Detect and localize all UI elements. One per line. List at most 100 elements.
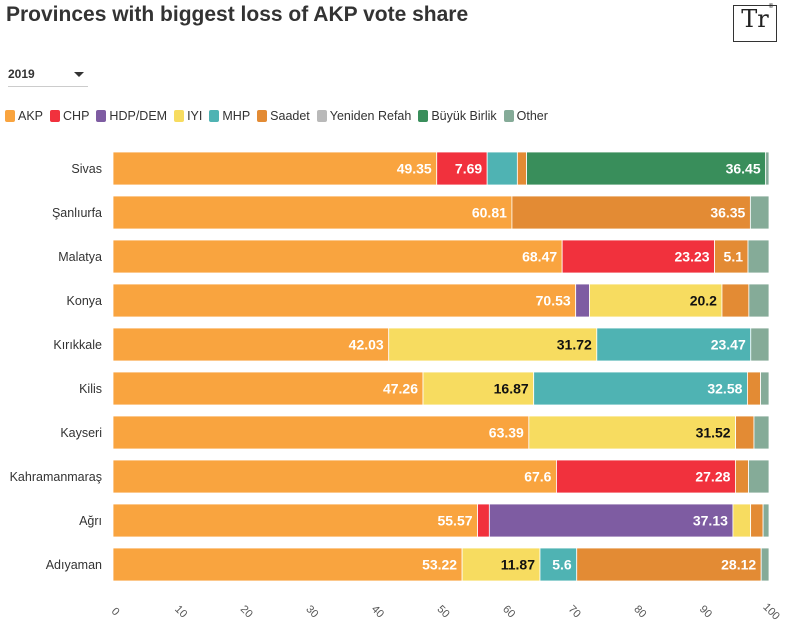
bar-iyi[interactable]	[461, 547, 541, 582]
legend-label: MHP	[222, 109, 251, 123]
bar-b-y-k-birlik[interactable]	[526, 151, 767, 186]
bar-chp[interactable]	[436, 151, 488, 186]
legend-item-saadet[interactable]: Saadet	[257, 109, 310, 123]
data-label: 68.47	[522, 249, 557, 265]
legend-swatch	[257, 110, 268, 122]
data-label: 67.6	[524, 469, 551, 485]
bar-saadet[interactable]	[714, 239, 749, 274]
bar-akp[interactable]	[112, 239, 563, 274]
legend-swatch	[174, 110, 185, 122]
bar-mhp[interactable]	[533, 371, 748, 406]
bar-iyi[interactable]	[388, 327, 598, 362]
bar-chp[interactable]	[477, 503, 490, 538]
bar-iyi[interactable]	[422, 371, 535, 406]
x-tick-label: 20	[238, 603, 255, 620]
logo-mark: Tr	[741, 5, 769, 33]
bar-akp[interactable]	[112, 151, 438, 186]
bar-other[interactable]	[760, 371, 770, 406]
data-label: 27.28	[695, 469, 730, 485]
legend-swatch	[503, 110, 514, 122]
bar-other[interactable]	[747, 239, 770, 274]
data-label: 60.81	[472, 205, 507, 221]
category-label: Malatya	[58, 250, 102, 264]
data-label: 23.23	[675, 249, 710, 265]
bar-mhp[interactable]	[486, 151, 518, 186]
legend-item-chp[interactable]: CHP	[50, 109, 89, 123]
bar-saadet[interactable]	[750, 503, 764, 538]
x-tick-label: 60	[500, 603, 517, 620]
bar-akp[interactable]	[112, 195, 513, 230]
bar-akp[interactable]	[112, 371, 424, 406]
bar-akp[interactable]	[112, 327, 390, 362]
year-select[interactable]: 2019	[8, 66, 88, 87]
bar-mhp[interactable]	[596, 327, 752, 362]
data-label: 31.52	[696, 425, 731, 441]
data-label: 32.58	[707, 381, 742, 397]
data-label: 20.2	[690, 293, 717, 309]
data-label: 55.57	[437, 513, 472, 529]
legend-item-b-y-k-birlik[interactable]: Büyük Birlik	[418, 109, 497, 123]
category-label: Adıyaman	[46, 558, 102, 572]
data-label: 7.69	[455, 161, 482, 177]
data-label: 11.87	[501, 557, 535, 573]
category-label: Kırıkkale	[53, 338, 102, 352]
data-label: 49.35	[397, 161, 432, 177]
bar-iyi[interactable]	[589, 283, 723, 318]
bar-other[interactable]	[748, 283, 770, 318]
bar-saadet[interactable]	[735, 415, 755, 450]
bar-saadet[interactable]	[747, 371, 761, 406]
legend-item-yeniden-refah[interactable]: Yeniden Refah	[316, 109, 412, 123]
legend-swatch	[96, 110, 107, 122]
bar-akp[interactable]	[112, 503, 478, 538]
bar-other[interactable]	[753, 415, 770, 450]
bar-akp[interactable]	[112, 415, 530, 450]
bar-saadet[interactable]	[721, 283, 750, 318]
x-tick-label: 50	[435, 603, 452, 620]
legend-item-hdp-dem[interactable]: HDP/DEM	[96, 109, 167, 123]
bar-akp[interactable]	[112, 459, 557, 494]
bar-other[interactable]	[748, 459, 770, 494]
data-label: 5.6	[552, 557, 572, 573]
bar-chp[interactable]	[561, 239, 715, 274]
data-label: 5.1	[724, 249, 744, 265]
bar-iyi[interactable]	[732, 503, 752, 538]
bar-saadet[interactable]	[735, 459, 749, 494]
legend-label: AKP	[18, 109, 44, 123]
bar-akp[interactable]	[112, 283, 577, 318]
bar-other[interactable]	[760, 547, 770, 582]
registered-icon: ®	[768, 3, 774, 10]
bar-saadet[interactable]	[511, 195, 751, 230]
legend-swatch	[5, 110, 15, 122]
legend-swatch	[50, 110, 61, 122]
stacked-bar-chart: Sivas 49.35 7.69 36.45 Şanlıurfa 60.81 36.35 Ma…	[10, 151, 782, 623]
bar-chp[interactable]	[556, 459, 736, 494]
category-label: Kayseri	[60, 426, 102, 440]
legend-item-akp[interactable]: AKP	[5, 109, 43, 123]
data-label: 31.72	[557, 337, 592, 353]
x-tick-label: 90	[697, 603, 714, 620]
bar-other[interactable]	[762, 503, 770, 538]
x-tick-label: 30	[303, 603, 320, 620]
legend-label: IYI	[187, 109, 203, 123]
bar-other[interactable]	[749, 195, 770, 230]
data-label: 37.13	[693, 513, 728, 529]
category-label: Konya	[67, 294, 102, 308]
bar-saadet[interactable]	[576, 547, 762, 582]
data-label: 23.47	[711, 337, 746, 353]
legend-item-iyi[interactable]: IYI	[174, 109, 202, 123]
data-label: 63.39	[489, 425, 524, 441]
bar-akp[interactable]	[112, 547, 463, 582]
bar-other[interactable]	[765, 151, 770, 186]
x-tick-label: 80	[631, 603, 648, 620]
category-label: Şanlıurfa	[52, 206, 102, 220]
year-select-value: 2019	[8, 67, 35, 81]
x-tick-label: 100	[760, 601, 781, 622]
bar-hdp-dem[interactable]	[488, 503, 734, 538]
legend-item-other[interactable]: Other	[503, 109, 548, 123]
bar-saadet[interactable]	[516, 151, 527, 186]
legend-label: Yeniden Refah	[329, 109, 412, 123]
bar-other[interactable]	[750, 327, 770, 362]
data-label: 36.35	[710, 205, 745, 221]
legend-item-mhp[interactable]: MHP	[209, 109, 250, 123]
bar-hdp-dem[interactable]	[575, 283, 590, 318]
